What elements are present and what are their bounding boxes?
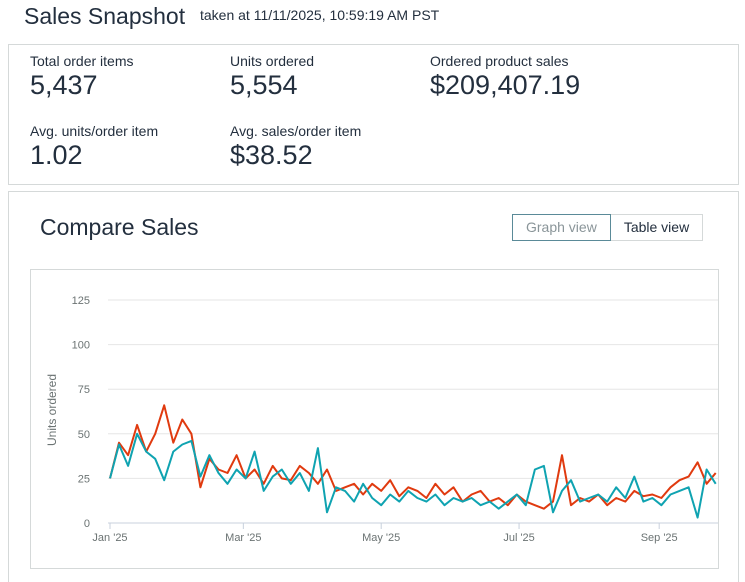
metric-label: Ordered product sales	[430, 53, 569, 69]
y-tick-label: 25	[78, 473, 90, 485]
metric-value: $38.52	[230, 140, 313, 170]
y-tick-label: 50	[78, 429, 90, 441]
x-tick-label: May '25	[362, 532, 400, 544]
metric-total-order-items: Total order items 5,437	[30, 53, 133, 101]
metric-ordered-product-sales: Ordered product sales $209,407.19	[430, 53, 580, 101]
view-toggle: Graph view Table view	[512, 214, 704, 241]
metric-value: 5,437	[30, 70, 98, 100]
metric-avg-units: Avg. units/order item 1.02	[30, 123, 158, 171]
metrics-panel: Total order items 5,437 Units ordered 5,…	[8, 44, 739, 185]
metric-value: 5,554	[230, 70, 298, 100]
x-tick-label: Jul '25	[503, 532, 534, 544]
metric-label: Total order items	[30, 53, 134, 69]
metric-label: Units ordered	[230, 53, 315, 69]
x-tick-label: Mar '25	[225, 532, 261, 544]
series-line-1	[109, 404, 717, 510]
compare-sales-title: Compare Sales	[40, 214, 199, 240]
table-view-button[interactable]: Table view	[610, 214, 704, 241]
metric-label: Avg. sales/order item	[230, 123, 362, 139]
x-tick-label: Jan '25	[92, 532, 127, 544]
y-tick-label: 0	[84, 518, 90, 530]
x-tick-label: Sep '25	[641, 532, 678, 544]
metric-value: 1.02	[30, 140, 83, 170]
units-ordered-chart: 0 25 50 75 100 125 Jan '25 Mar '25 May '25 Jul '2…	[30, 269, 719, 569]
metric-value: $209,407.19	[430, 70, 581, 100]
metric-avg-sales: Avg. sales/order item $38.52	[230, 123, 361, 171]
chart-frame	[30, 269, 719, 569]
metric-units-ordered: Units ordered 5,554	[230, 53, 314, 101]
graph-view-button[interactable]: Graph view	[512, 214, 611, 241]
metric-label: Avg. units/order item	[30, 123, 159, 139]
y-tick-label: 75	[78, 384, 90, 396]
y-tick-label: 125	[72, 295, 90, 307]
y-axis-title: Units ordered	[45, 374, 59, 446]
page-title: Sales Snapshot	[24, 3, 186, 29]
compare-sales-panel	[8, 191, 739, 582]
y-tick-label: 100	[72, 340, 90, 352]
snapshot-timestamp: taken at 11/11/2025, 10:59:19 AM PST	[200, 7, 440, 23]
series-line-2	[109, 432, 717, 519]
